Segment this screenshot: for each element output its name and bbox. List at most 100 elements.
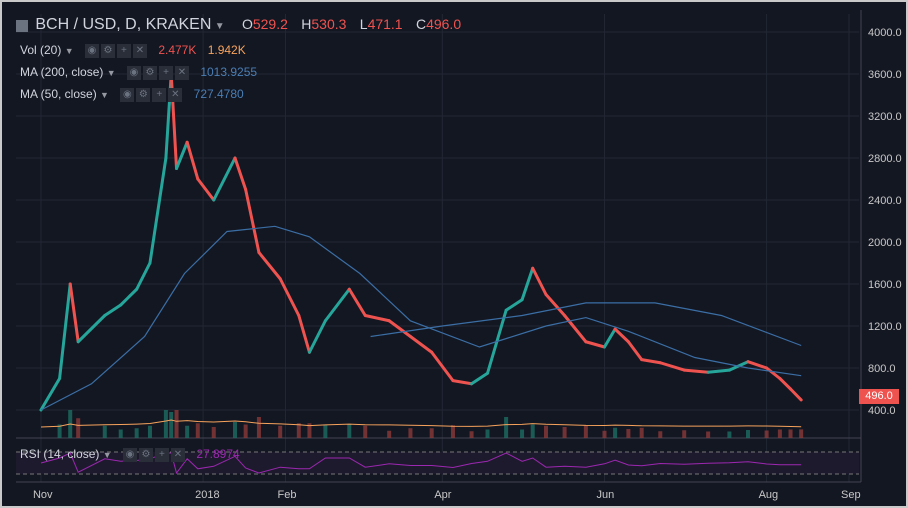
dropdown-icon[interactable]: ▼ [64,46,74,56]
gear-icon[interactable]: ⚙ [138,447,153,462]
indicator-label[interactable]: MA (200, close) [20,65,104,79]
chart-style-icon[interactable] [16,19,28,32]
price-segment [39,377,62,412]
dropdown-icon[interactable]: ▼ [100,90,109,100]
plus-icon[interactable]: + [152,87,167,102]
header-row: BCH / USD, D, KRAKEN ▼ O529.2 H530.3 L47… [16,16,461,34]
price-segment [58,282,72,380]
y-tick-label: 3600.0 [868,69,902,81]
volume-bar [530,424,535,438]
volume-bar [408,428,413,438]
ma200-line [370,302,802,347]
indicator-label[interactable]: Vol (20) [20,43,62,57]
eye-icon[interactable]: ◉ [126,65,141,80]
y-tick-label: 400.0 [868,405,896,417]
indicator-ma50[interactable]: MA (50, close) ▼ ◉ ⚙ + ✕ 727.4780 [20,87,244,102]
price-segment [451,379,474,386]
volume-bar [147,425,152,438]
price-segment [544,293,567,317]
volume-bar [233,422,238,438]
low-label: L [359,16,368,32]
volume-bar [387,430,392,438]
x-tick-label: Sep [841,489,861,501]
indicator-label[interactable]: MA (50, close) [20,87,97,101]
volume-bar [485,429,490,438]
price-segment [297,314,311,354]
price-segment [363,314,391,323]
price-segment [387,319,412,338]
volume-bar [296,423,301,438]
plus-icon[interactable]: + [116,43,131,58]
volume-bar [429,428,434,438]
price-segment [135,261,152,291]
price-segment [531,266,548,296]
close-icon[interactable]: ✕ [174,65,189,80]
volume-bar [323,424,328,438]
volume-bar [602,430,607,438]
eye-icon[interactable]: ◉ [84,43,99,58]
volume-bar [450,425,455,438]
gear-icon[interactable]: ⚙ [142,65,157,80]
y-tick-label: 2400.0 [868,195,902,207]
volume-bar [543,425,548,438]
price-segment [706,368,731,374]
rsi-band [16,452,859,474]
eye-icon[interactable]: ◉ [120,87,135,102]
close-icon[interactable]: ✕ [132,43,147,58]
volume-bar [278,425,283,438]
price-segment [119,287,139,307]
plus-icon[interactable]: + [158,65,173,80]
symbol-title[interactable]: BCH / USD, D, KRAKEN [35,16,212,33]
indicator-rsi[interactable]: RSI (14, close) ▼ ◉ ⚙ + ✕ 27.8974 [20,447,240,462]
price-segment [602,327,617,349]
volume-bar [706,431,711,438]
price-segment [408,335,434,354]
open-label: O [241,16,253,32]
volume-bar [682,430,687,438]
plus-icon[interactable]: + [154,447,169,462]
price-segment [430,350,455,383]
volume-bar [799,429,804,438]
x-tick-label: Jun [596,489,614,501]
price-segment [68,282,80,344]
volume-bar [583,425,588,438]
gear-icon[interactable]: ⚙ [136,87,151,102]
price-segment [504,298,524,312]
volume-bar [520,429,525,438]
price-segment [233,156,248,191]
indicator-vol[interactable]: Vol (20) ▼ ◉ ⚙ + ✕ 2.477K 1.942K [20,43,246,58]
price-chart: 4000.0 3600.0 3200.0 2800.0 2400.0 2000.0 1600… [16,10,902,501]
gear-icon[interactable]: ⚙ [100,43,115,58]
eye-icon[interactable]: ◉ [122,447,137,462]
high-label: H [301,16,312,32]
dropdown-icon[interactable]: ▼ [102,450,112,460]
x-tick-label: Apr [434,489,451,501]
y-tick-label: 1600.0 [868,279,902,291]
volume-bar [613,427,618,438]
close-icon[interactable]: ✕ [168,87,183,102]
volume-bar [256,417,261,438]
volume-bar [562,427,567,438]
volume-bar [169,412,174,438]
volume-ma-line [40,419,802,428]
price-segment [103,303,123,317]
y-tick-label: 2800.0 [868,153,902,165]
x-tick-label: Nov [33,489,53,501]
dropdown-icon[interactable]: ▼ [106,68,116,78]
price-segment [307,319,327,354]
price-segment [76,314,107,344]
price-segment [212,156,237,202]
volume-bar [185,425,190,438]
y-tick-label: 1200.0 [868,321,902,333]
indicator-label[interactable]: RSI (14, close) [20,447,100,461]
price-segment [175,140,189,170]
volume-bar [307,423,312,438]
close-icon[interactable]: ✕ [170,447,185,462]
indicator-ma200[interactable]: MA (200, close) ▼ ◉ ⚙ + ✕ 1013.9255 [20,65,257,80]
dropdown-icon[interactable]: ▼ [214,21,225,32]
volume-bar [347,424,352,438]
price-segment [682,368,710,374]
price-segment [347,287,367,317]
y-tick-label: 4000.0 [868,27,902,39]
